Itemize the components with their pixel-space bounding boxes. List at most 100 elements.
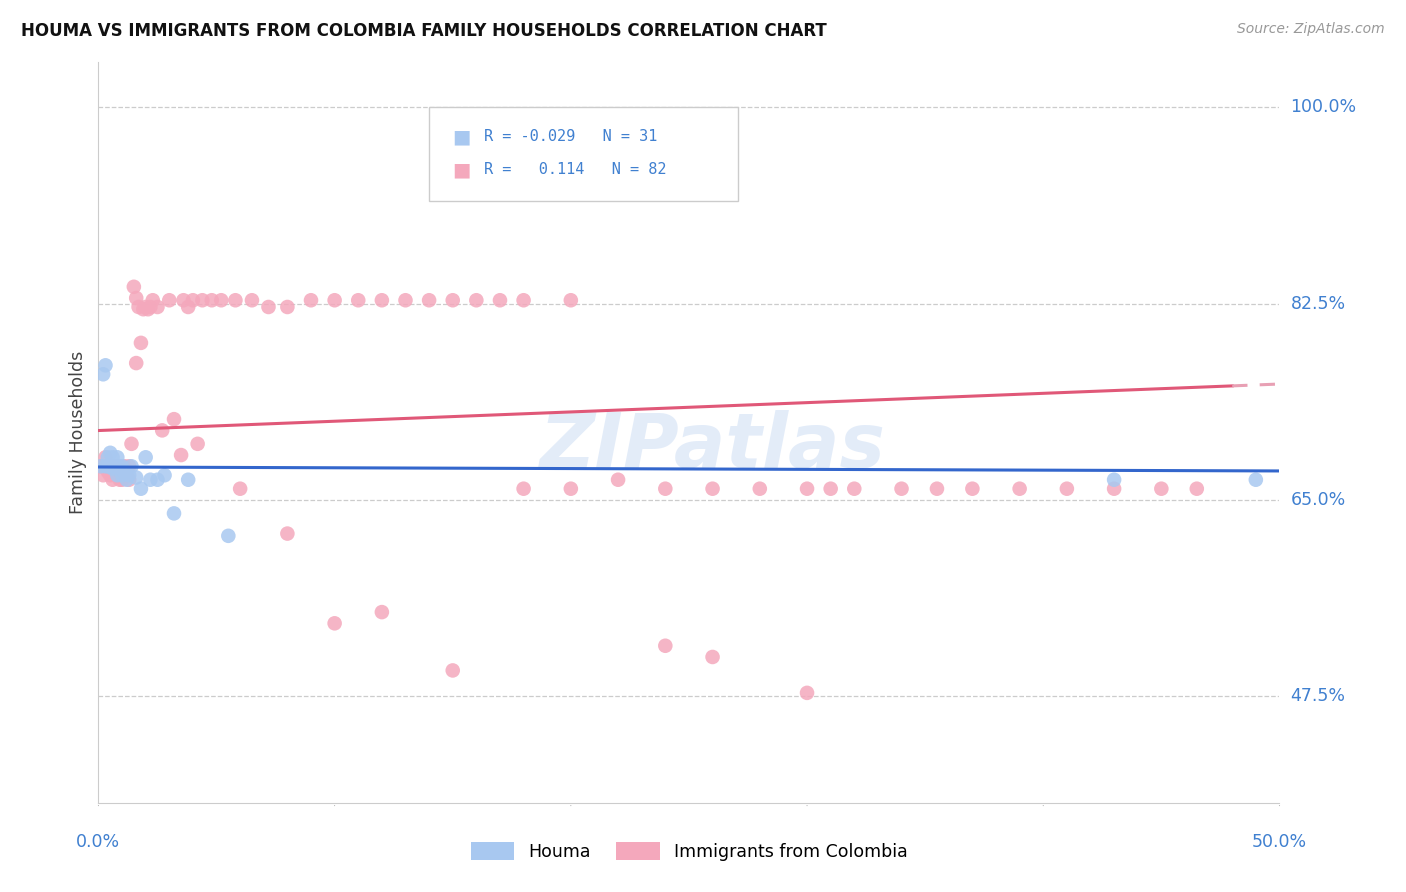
Point (115, 468, 138, 483)
Point (115, 473, 138, 487)
Point (512, 293, 534, 308)
Text: R = -0.029   N = 31: R = -0.029 N = 31 (484, 129, 657, 144)
Point (136, 302, 159, 317)
Text: ■: ■ (453, 127, 471, 146)
Point (163, 507, 186, 521)
Text: 100.0%: 100.0% (1291, 98, 1357, 116)
Point (111, 468, 134, 483)
Point (157, 293, 180, 308)
Point (489, 293, 512, 308)
Point (323, 616, 346, 631)
Point (121, 437, 143, 451)
Point (1008, 482, 1031, 496)
Point (1244, 473, 1267, 487)
Point (441, 293, 464, 308)
Point (118, 459, 141, 474)
Y-axis label: Family Households: Family Households (69, 351, 87, 515)
Point (796, 482, 818, 496)
Point (224, 293, 246, 308)
Point (104, 461, 127, 475)
Text: 65.0%: 65.0% (1291, 491, 1346, 509)
Point (607, 473, 630, 487)
Point (163, 412, 186, 426)
Point (111, 473, 134, 487)
Point (177, 473, 200, 487)
Point (98, 468, 121, 483)
Point (560, 293, 582, 308)
Point (512, 482, 534, 496)
Point (962, 482, 984, 496)
Point (560, 482, 582, 496)
Point (121, 459, 143, 474)
Legend: Houma, Immigrants from Colombia: Houma, Immigrants from Colombia (464, 836, 914, 868)
Point (105, 468, 128, 483)
Point (371, 605, 394, 619)
Point (98, 446, 121, 460)
Text: R =   0.114   N = 82: R = 0.114 N = 82 (484, 162, 666, 177)
Point (146, 300, 169, 314)
Point (139, 300, 162, 314)
Point (118, 473, 141, 487)
Point (748, 482, 770, 496)
Point (122, 280, 145, 294)
Point (94, 450, 117, 465)
Point (191, 293, 214, 308)
Point (101, 450, 124, 465)
Point (276, 526, 298, 541)
Point (240, 293, 263, 308)
Point (97, 459, 120, 474)
Point (132, 302, 155, 317)
Point (844, 482, 866, 496)
Point (394, 293, 416, 308)
Point (187, 437, 209, 451)
Point (1102, 482, 1125, 496)
Point (97, 465, 120, 479)
Point (129, 335, 152, 350)
Point (347, 293, 370, 308)
Point (94, 459, 117, 474)
Point (90, 459, 112, 474)
Point (654, 639, 676, 653)
Point (111, 459, 134, 474)
Point (97, 450, 120, 465)
Point (177, 300, 200, 314)
Point (323, 293, 346, 308)
Point (135, 300, 157, 314)
Point (129, 482, 152, 496)
Point (90, 459, 112, 474)
Point (104, 459, 127, 474)
Point (125, 356, 148, 370)
Point (125, 291, 148, 305)
Point (112, 459, 135, 474)
Point (418, 293, 440, 308)
Point (229, 482, 252, 496)
Text: 0.0%: 0.0% (76, 833, 121, 851)
Point (118, 468, 141, 483)
Point (94, 459, 117, 474)
Point (112, 465, 135, 479)
Point (135, 450, 157, 465)
Point (217, 529, 239, 543)
Text: 82.5%: 82.5% (1291, 294, 1346, 312)
Point (170, 448, 193, 462)
Point (441, 664, 464, 678)
Text: ■: ■ (453, 160, 471, 179)
Point (1150, 482, 1173, 496)
Point (98, 459, 121, 474)
Point (104, 459, 127, 474)
Point (108, 473, 131, 487)
Point (371, 293, 394, 308)
Point (702, 482, 724, 496)
Point (108, 459, 131, 474)
Point (465, 293, 488, 308)
Point (146, 473, 169, 487)
Point (299, 293, 322, 308)
Point (702, 650, 724, 665)
Point (91, 468, 114, 483)
Point (209, 293, 232, 308)
Point (1185, 482, 1208, 496)
Point (139, 473, 162, 487)
Point (101, 459, 124, 474)
Point (925, 482, 948, 496)
Point (153, 468, 176, 483)
